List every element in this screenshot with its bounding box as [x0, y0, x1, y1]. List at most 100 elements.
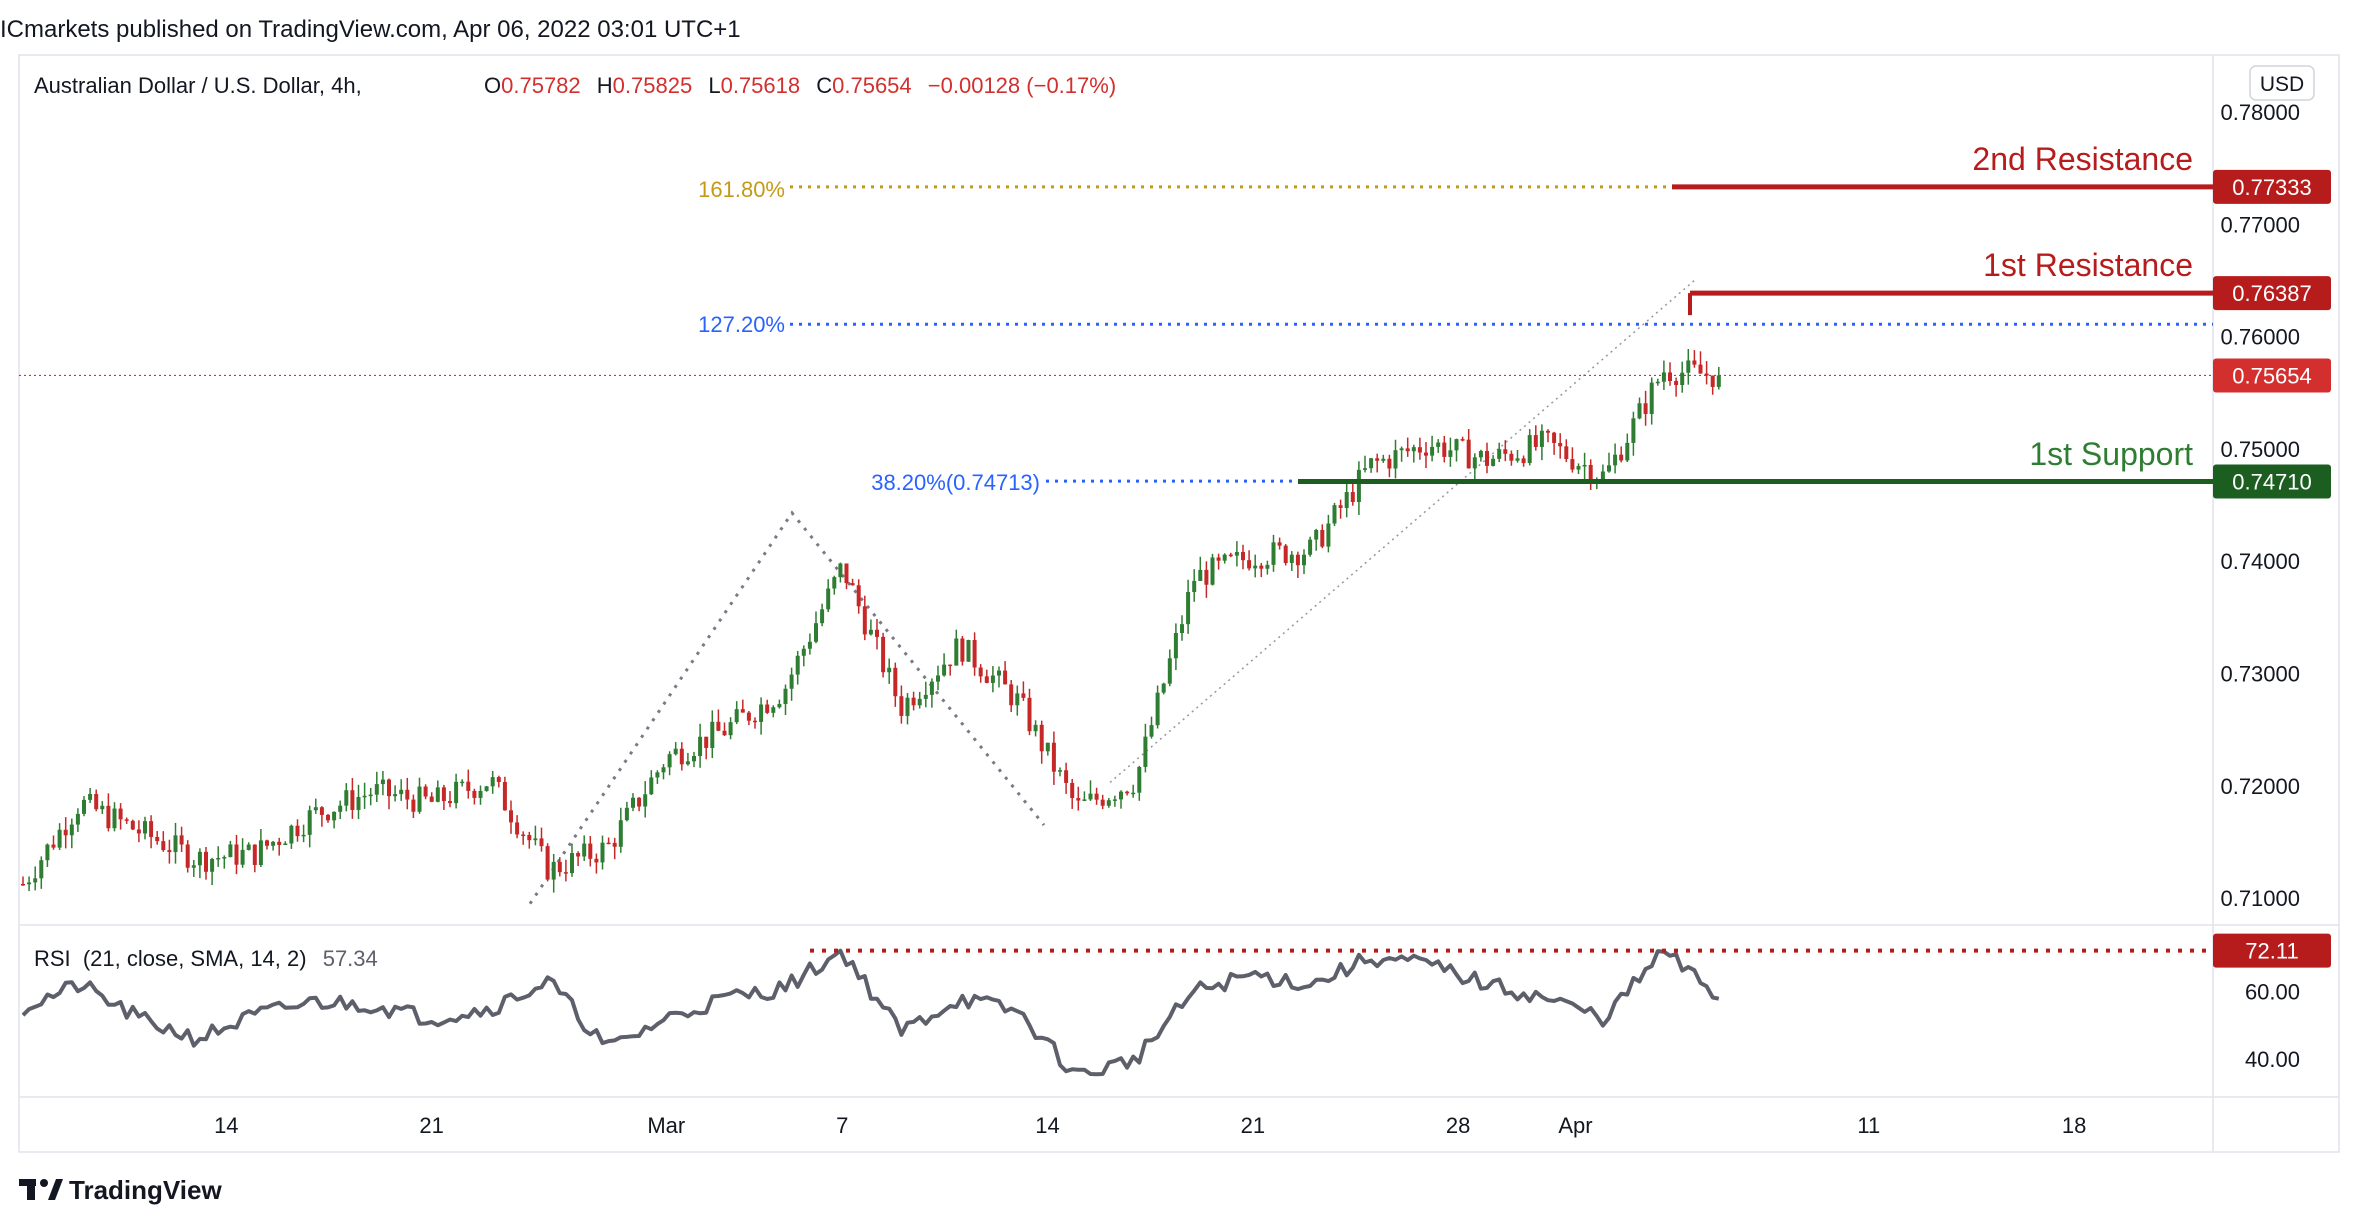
candle-down — [1241, 552, 1245, 561]
candle-up — [1314, 529, 1319, 540]
candle-up — [1015, 693, 1020, 706]
candle-down — [1338, 505, 1343, 508]
candle-up — [1149, 725, 1154, 737]
candle-up — [667, 754, 672, 768]
candle-up — [368, 794, 373, 797]
candle-down — [1710, 375, 1715, 387]
candle-up — [1576, 466, 1581, 470]
candle-up — [222, 857, 227, 859]
candle-down — [1570, 459, 1575, 470]
time-tick-label: 18 — [2062, 1113, 2086, 1138]
candle-up — [307, 810, 312, 835]
candle-up — [923, 694, 928, 699]
candle-down — [746, 712, 751, 721]
rsi-legend: RSI (21, close, SMA, 14, 2) 57.34 — [34, 946, 378, 971]
candle-up — [1539, 430, 1544, 447]
candle-up — [1381, 458, 1386, 461]
resistance-2-price-text: 0.77333 — [2232, 175, 2312, 200]
candle-up — [801, 648, 806, 656]
candle-down — [545, 846, 550, 880]
candle-down — [1643, 403, 1648, 414]
candle-down — [405, 789, 410, 800]
candle-down — [612, 842, 617, 847]
resistance-2-price-badge — [2213, 169, 2331, 204]
candle-up — [27, 882, 32, 885]
candle-up — [1686, 360, 1691, 373]
candle-up — [832, 577, 837, 589]
candle-down — [1076, 798, 1081, 801]
candle-up — [997, 670, 1001, 676]
candle-down — [423, 786, 428, 797]
candle-up — [1613, 454, 1618, 466]
candle-up — [356, 796, 361, 810]
candle-up — [533, 838, 538, 841]
currency-badge-box[interactable] — [2249, 65, 2315, 101]
candle-down — [1064, 770, 1069, 783]
fib-161-label: 161.80% — [698, 177, 785, 202]
time-tick-label: 21 — [419, 1113, 443, 1138]
candle-down — [1039, 724, 1044, 752]
abc-swing-line — [528, 510, 1046, 905]
tradingview-logo[interactable]: TradingView — [19, 1175, 222, 1205]
candle-up — [929, 681, 934, 695]
candle-up — [1289, 554, 1294, 564]
rsi-marker-badge — [2213, 933, 2331, 968]
candle-down — [1558, 442, 1563, 447]
rsi-legend-params: (21, close, SMA, 14, 2) — [83, 946, 307, 971]
candle-down — [161, 841, 166, 851]
candle-down — [1442, 442, 1447, 457]
candle-up — [1680, 372, 1685, 386]
candle-down — [1228, 554, 1233, 557]
ohlc-high: 0.75825 — [613, 73, 693, 98]
current-price-text: 0.75654 — [2232, 363, 2312, 388]
candle-down — [1259, 565, 1264, 569]
price-tick-label: 0.71000 — [2220, 886, 2300, 911]
candle-up — [69, 824, 74, 836]
candle-down — [118, 808, 123, 820]
candle-down — [1009, 684, 1014, 706]
candle-down — [51, 844, 56, 848]
candle-down — [539, 838, 544, 847]
candle-up — [1192, 580, 1197, 592]
candle-up — [393, 794, 398, 797]
candle-up — [1058, 770, 1062, 772]
candle-up — [228, 844, 233, 858]
support-1-label: 1st Support — [2029, 436, 2193, 472]
candle-down — [502, 781, 507, 811]
candle-up — [600, 842, 605, 863]
time-axis: 14 21 Mar 7 14 21 28 Apr 11 18 — [214, 1113, 2086, 1138]
time-tick-label: 14 — [214, 1113, 238, 1138]
candle-down — [527, 834, 532, 841]
candle-down — [1100, 799, 1105, 806]
candle-down — [496, 777, 501, 782]
candle-up — [362, 795, 367, 798]
candle-up — [417, 786, 422, 812]
ohlc-l-label: L — [708, 73, 720, 98]
candle-down — [234, 844, 239, 865]
candle-up — [490, 777, 495, 787]
candle-down — [716, 721, 721, 731]
candle-up — [1491, 458, 1496, 466]
ohlc-o-label: O — [484, 73, 501, 98]
time-tick-label: 28 — [1446, 1113, 1470, 1138]
price-tick-label: 0.73000 — [2220, 662, 2300, 687]
candle-up — [1527, 435, 1532, 464]
currency-badge[interactable]: USD — [2260, 73, 2304, 96]
fib-127-label: 127.20% — [698, 312, 785, 337]
price-tick-label: 0.72000 — [2220, 774, 2300, 799]
candle-down — [637, 797, 642, 807]
candle-up — [1222, 554, 1227, 561]
candle-up — [1271, 542, 1276, 565]
fib-layer — [19, 185, 2213, 905]
candle-up — [698, 736, 703, 757]
candle-down — [948, 664, 953, 667]
candle-up — [216, 857, 221, 860]
candle-down — [1552, 432, 1557, 443]
candle-up — [759, 704, 764, 722]
candle-down — [856, 585, 861, 607]
candle-down — [472, 790, 477, 798]
candle-down — [1564, 446, 1569, 460]
candle-up — [1119, 791, 1123, 800]
